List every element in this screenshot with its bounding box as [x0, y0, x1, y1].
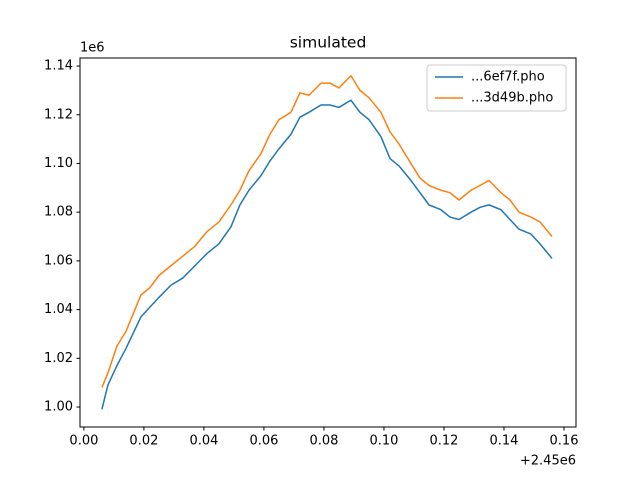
x-tick-label: 0.02 — [129, 434, 158, 449]
x-tick-label: 0.04 — [189, 434, 218, 449]
x-tick-label: 0.12 — [429, 434, 458, 449]
x-tick-label: 0.00 — [69, 434, 98, 449]
y-tick-label: 1.02 — [44, 351, 73, 366]
series-line — [101, 75, 553, 388]
series-line — [101, 99, 553, 410]
y-tick-label: 1.14 — [44, 59, 73, 74]
y-tick-label: 1.06 — [44, 253, 73, 268]
legend-label: ...3d49b.pho — [471, 91, 553, 106]
chart-title: simulated — [290, 34, 367, 52]
x-tick-label: 0.16 — [550, 434, 579, 449]
axes-frame — [79, 57, 577, 428]
y-tick-label: 1.08 — [44, 205, 73, 220]
x-offset-label: +2.45e6 — [520, 454, 576, 469]
x-tick-label: 0.08 — [309, 434, 338, 449]
y-tick-label: 1.04 — [44, 302, 73, 317]
legend-label: ...6ef7f.pho — [471, 70, 545, 85]
y-offset-label: 1e6 — [80, 41, 105, 56]
x-tick-label: 0.06 — [249, 434, 278, 449]
y-tick-label: 1.00 — [44, 400, 73, 415]
y-tick-label: 1.12 — [44, 107, 73, 122]
y-tick-label: 1.10 — [44, 156, 73, 171]
x-tick-label: 0.14 — [490, 434, 519, 449]
x-tick-label: 0.10 — [369, 434, 398, 449]
